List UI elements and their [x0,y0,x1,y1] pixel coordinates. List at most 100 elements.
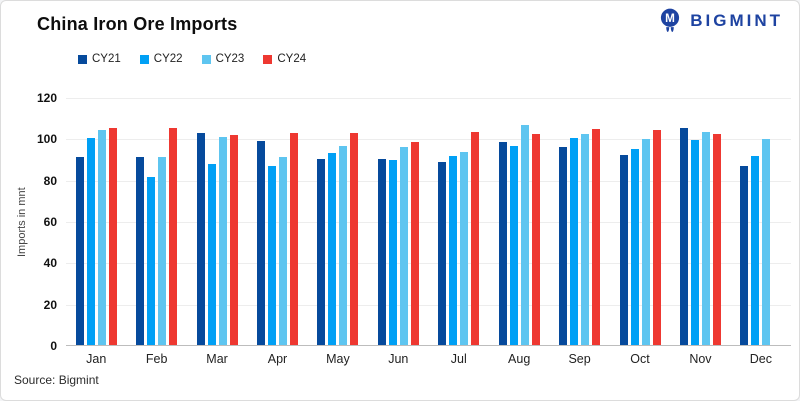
plot-area [66,98,791,346]
bar-group-aug [489,98,549,345]
bar-cy22-may [328,152,337,345]
bar-cy24-feb [169,128,178,345]
bar-cy24-mar [229,135,238,345]
bar-group-feb [126,98,186,345]
chart-title: China Iron Ore Imports [37,14,238,34]
x-tick-may: May [326,352,350,366]
bar-cy21-sep [559,146,568,345]
y-tick-120: 120 [36,91,57,105]
bar-cy22-apr [267,166,276,345]
bar-cy22-jul [449,155,458,345]
x-tick-oct: Oct [630,352,650,366]
y-axis-tick-labels: 0 20 40 60 80 100 120 [11,91,57,353]
bar-groups [66,98,791,345]
bar-group-mar [187,98,247,345]
bar-cy21-oct [619,154,628,345]
x-tick-feb: Feb [145,352,168,366]
bar-cy22-aug [509,145,518,345]
bar-group-oct [610,98,670,345]
bar-cy23-jan [97,130,106,345]
bar-cy21-aug [498,142,507,345]
x-tick-dec: Dec [749,352,772,366]
bar-cy23-jul [460,151,469,345]
legend-item-cy21: CY21 [78,53,121,65]
bar-cy21-nov [679,128,688,345]
bar-group-jul [429,98,489,345]
gridline-80 [66,180,791,182]
x-tick-apr: Apr [267,352,288,366]
bar-group-jun [368,98,428,345]
x-tick-aug: Aug [508,352,531,366]
bar-cy23-may [339,145,348,345]
y-tick-80: 80 [43,173,57,188]
bar-cy22-jan [86,138,95,345]
x-tick-sep: Sep [568,352,591,366]
source-note: Source: Bigmint [14,373,99,387]
x-tick-jul: Jul [450,352,467,366]
bar-cy24-jul [471,132,480,345]
bigmint-icon: M [661,8,680,33]
bar-cy24-oct [652,130,661,345]
legend-label-cy24: CY24 [277,53,307,65]
bar-group-sep [549,98,609,345]
y-tick-0: 0 [50,339,57,353]
gridline-60 [66,222,791,223]
x-axis-tick-labels: Jan Feb Mar Apr May Jun Jul Aug Sep Oct Nov Dec [66,352,791,366]
bar-cy21-feb [136,156,145,345]
bar-cy21-jul [438,162,447,345]
gridline-40 [66,263,791,265]
brand-logo: M BIGMINT [657,8,783,34]
bar-cy24-jan [108,128,117,345]
bar-cy21-mar [196,133,205,345]
legend-label-cy21: CY21 [92,53,121,65]
bar-cy21-may [317,159,326,345]
bar-cy22-dec [751,155,760,345]
bar-cy22-sep [570,138,579,345]
brand-name: BIGMINT [690,11,783,30]
bar-cy24-apr [289,133,298,345]
bar-cy24-may [350,133,359,345]
bar-cy23-sep [581,134,590,345]
bar-cy24-nov [712,134,721,345]
x-tick-nov: Nov [689,352,712,366]
legend-swatch-cy22 [139,54,149,64]
legend-label-cy22: CY22 [153,53,183,65]
gridline-100 [66,139,791,141]
bar-cy23-feb [158,156,167,345]
y-tick-60: 60 [43,215,57,229]
x-tick-mar: Mar [206,352,228,366]
bar-group-nov [670,98,730,345]
bar-cy24-sep [592,129,601,345]
bar-group-apr [247,98,307,345]
x-tick-jun: Jun [388,352,409,366]
y-tick-100: 100 [36,132,57,147]
bar-cy24-aug [531,134,540,345]
y-tick-20: 20 [43,297,57,312]
bar-cy23-jun [399,146,408,345]
legend-item-cy22: CY22 [139,53,183,65]
y-tick-40: 40 [43,256,57,271]
svg-text:M: M [665,12,675,25]
legend-item-cy23: CY23 [201,53,245,65]
legend-swatch-cy23 [201,54,211,64]
bar-cy21-dec [740,166,749,345]
bar-cy22-feb [147,176,156,345]
bar-cy23-aug [520,124,529,345]
gridline-120 [66,98,791,99]
legend-swatch-cy21 [78,54,87,64]
gridline-20 [66,304,791,306]
legend-label-cy23: CY23 [215,53,245,65]
bar-cy22-nov [690,140,699,345]
bar-group-jan [66,98,126,345]
bar-cy22-oct [630,148,639,345]
bar-cy23-apr [278,156,287,345]
bar-cy23-nov [701,132,710,345]
bar-cy23-dec [762,139,771,345]
bar-cy22-jun [388,160,397,345]
bar-cy23-oct [641,139,650,345]
bar-cy21-jan [75,156,84,345]
bar-cy22-mar [207,164,216,345]
bar-cy21-apr [256,141,265,345]
legend-item-cy24: CY24 [263,53,306,65]
